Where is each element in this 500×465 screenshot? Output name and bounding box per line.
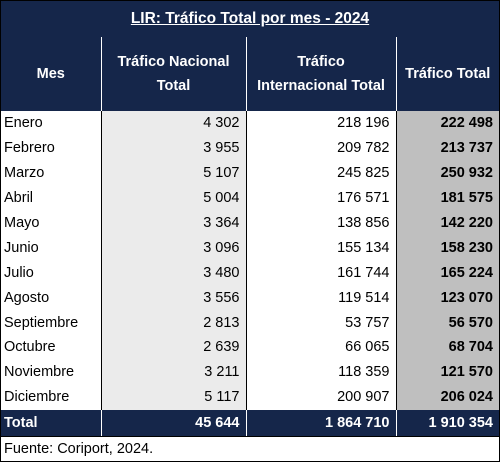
header-row: Mes Tráfico Nacional Total Tráfico Inter… [1,37,499,111]
cell-nacional: 2 813 [100,310,246,336]
table-row: Julio 3 480 161 744 165 224 [1,260,499,286]
cell-nacional: 5 107 [100,160,246,186]
cell-nacional: 3 096 [100,235,246,261]
cell-internacional: 200 907 [245,384,396,410]
cell-internacional: 138 856 [245,210,396,236]
table-row: Octubre 2 639 66 065 68 704 [1,335,499,360]
cell-internacional: 66 065 [245,335,396,360]
cell-total: 206 024 [395,384,499,410]
cell-nacional: 5 117 [100,384,246,410]
table-title-text: LIR: Tráfico Total por mes - 2024 [130,10,370,27]
table-row: Mayo 3 364 138 856 142 220 [1,210,499,236]
cell-total: 158 230 [395,235,499,261]
header-nacional-line2: Total [156,78,191,94]
cell-nacional: 5 004 [100,185,246,211]
cell-internacional: 209 782 [245,135,396,161]
table-title: LIR: Tráfico Total por mes - 2024 [1,0,499,37]
cell-internacional: 118 359 [245,359,396,385]
cell-mes: Noviembre [1,359,101,385]
table-row: Abril 5 004 176 571 181 575 [1,185,499,211]
cell-nacional: 3 364 [100,210,246,236]
cell-mes: Mayo [1,210,101,236]
header-internacional-line2: Internacional Total [257,78,385,94]
traffic-table: Mes Tráfico Nacional Total Tráfico Inter… [1,37,499,436]
cell-mes: Septiembre [1,310,101,336]
cell-total: 165 224 [395,260,499,286]
totals-label: Total [1,409,101,436]
header-nacional: Tráfico Nacional Total [100,37,246,111]
header-internacional-line1: Tráfico [297,54,345,70]
cell-nacional: 3 556 [100,285,246,311]
cell-mes: Octubre [1,335,101,360]
table-row: Diciembre 5 117 200 907 206 024 [1,384,499,410]
cell-internacional: 245 825 [245,160,396,186]
cell-internacional: 119 514 [245,285,396,311]
totals-internacional: 1 864 710 [245,409,396,436]
cell-nacional: 3 480 [100,260,246,286]
cell-total: 142 220 [395,210,499,236]
cell-mes: Enero [1,111,101,136]
totals-row: Total 45 644 1 864 710 1 910 354 [1,409,499,436]
totals-total: 1 910 354 [395,409,499,436]
cell-mes: Junio [1,235,101,261]
cell-internacional: 53 757 [245,310,396,336]
cell-nacional: 2 639 [100,335,246,360]
table-row: Junio 3 096 155 134 158 230 [1,235,499,261]
cell-nacional: 4 302 [100,111,246,136]
cell-nacional: 3 955 [100,135,246,161]
cell-total: 222 498 [395,111,499,136]
table-row: Marzo 5 107 245 825 250 932 [1,160,499,186]
cell-total: 68 704 [395,335,499,360]
table-row: Septiembre 2 813 53 757 56 570 [1,310,499,336]
cell-mes: Agosto [1,285,101,311]
cell-nacional: 3 211 [100,359,246,385]
totals-nacional: 45 644 [100,409,246,436]
cell-mes: Marzo [1,160,101,186]
cell-total: 121 570 [395,359,499,385]
header-total: Tráfico Total [395,37,499,111]
table-row: Enero 4 302 218 196 222 498 [1,111,499,136]
header-nacional-line1: Tráfico Nacional [117,54,230,70]
cell-mes: Julio [1,260,101,286]
source-note: Fuente: Coriport, 2024. [1,435,499,462]
header-internacional: Tráfico Internacional Total [245,37,396,111]
cell-total: 250 932 [395,160,499,186]
cell-mes: Diciembre [1,384,101,410]
cell-internacional: 161 744 [245,260,396,286]
cell-mes: Febrero [1,135,101,161]
cell-internacional: 176 571 [245,185,396,211]
table-row: Agosto 3 556 119 514 123 070 [1,285,499,311]
header-mes: Mes [1,37,101,111]
cell-mes: Abril [1,185,101,211]
cell-total: 56 570 [395,310,499,336]
cell-total: 181 575 [395,185,499,211]
cell-total: 213 737 [395,135,499,161]
cell-internacional: 218 196 [245,111,396,136]
cell-internacional: 155 134 [245,235,396,261]
cell-total: 123 070 [395,285,499,311]
table-row: Febrero 3 955 209 782 213 737 [1,135,499,161]
table-row: Noviembre 3 211 118 359 121 570 [1,359,499,385]
